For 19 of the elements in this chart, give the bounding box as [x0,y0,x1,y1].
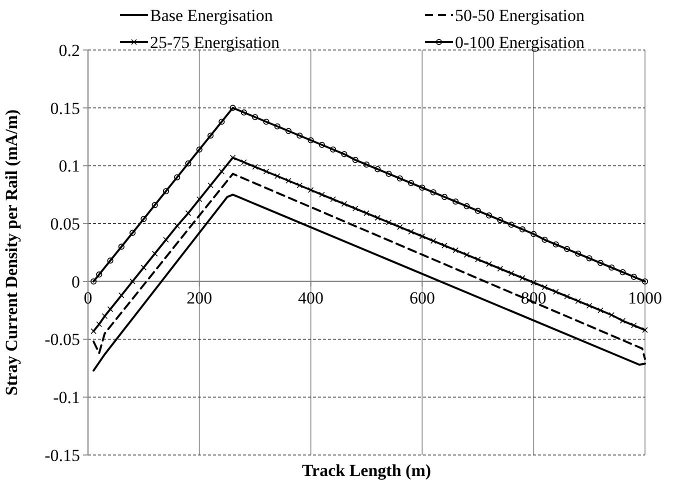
x-tick-label: 400 [298,288,324,308]
y-tick-label: -0.05 [44,330,80,350]
y-tick-label: 0.15 [50,98,80,118]
y-axis-title: Stray Current Density per Rail (mA/m) [2,110,21,396]
y-tick-label: 0.1 [58,156,80,176]
x-axis-title: Track Length (m) [302,461,432,480]
x-tick-label: 200 [186,288,212,308]
legend-label: Base Energisation [150,6,274,25]
y-tick-label: -0.15 [44,446,80,465]
legend-label: 25-75 Energisation [150,32,280,52]
y-tick-label: -0.1 [53,388,80,408]
y-tick-label: 0.05 [50,214,80,234]
legend-label: 0-100 Energisation [455,32,586,52]
y-tick-label: 0 [72,272,80,292]
x-tick-label: 0 [84,288,92,308]
y-tick-label: 0.2 [58,40,80,60]
legend-label: 50-50 Energisation [455,6,586,25]
x-tick-label: 1000 [628,288,662,308]
x-tick-label: 600 [409,288,435,308]
